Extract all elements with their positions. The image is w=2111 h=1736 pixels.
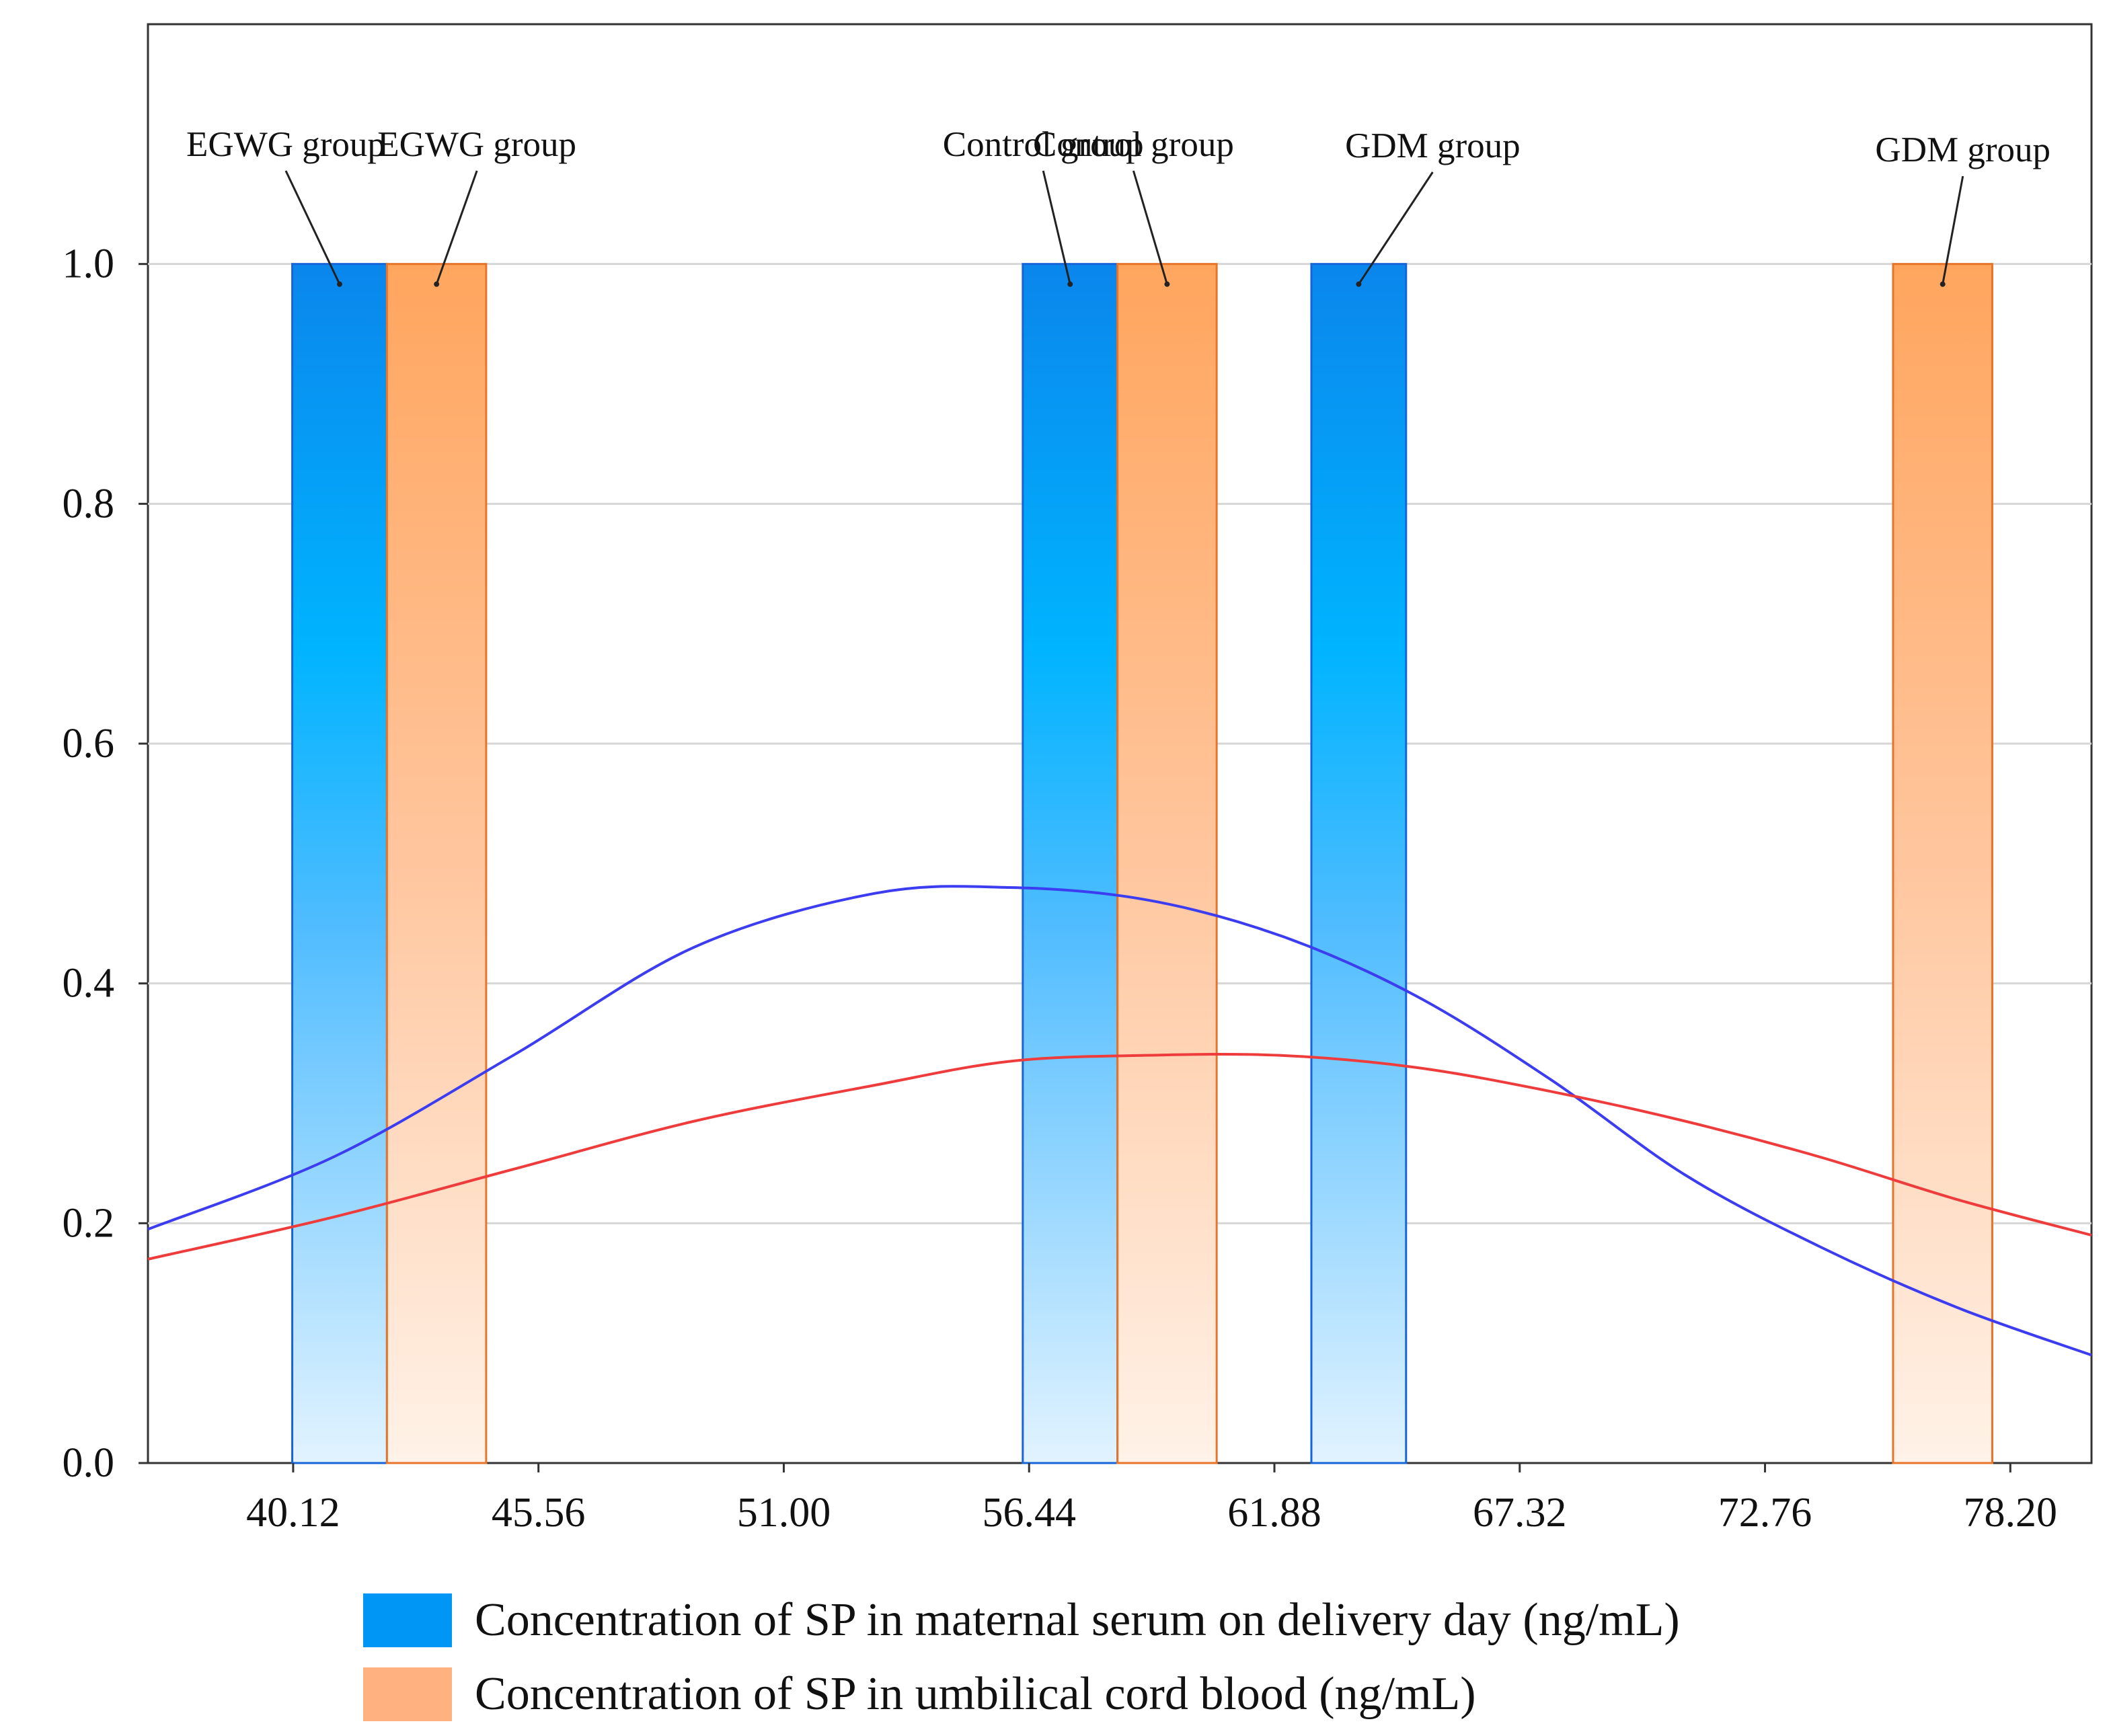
annotation-dot bbox=[336, 281, 342, 287]
annotation-label: GDM group bbox=[1345, 126, 1521, 165]
x-tick-label: 67.32 bbox=[1473, 1490, 1567, 1536]
annotation-leader bbox=[1132, 170, 1168, 285]
fit-curve-series-0 bbox=[147, 885, 2092, 1357]
fit-curves bbox=[147, 885, 2092, 1357]
x-tick-label: 78.20 bbox=[1964, 1490, 2058, 1536]
annotation-dot bbox=[434, 281, 440, 287]
legend: Concentration of SP in maternal serum on… bbox=[363, 1583, 1680, 1731]
annotation-label: Control group bbox=[943, 125, 1144, 164]
annotation-leader bbox=[435, 170, 478, 285]
x-tick-label: 40.12 bbox=[246, 1490, 340, 1536]
annotation-leader bbox=[1042, 170, 1071, 285]
x-tick-label: 61.88 bbox=[1227, 1490, 1321, 1536]
annotation-label: GDM group bbox=[1875, 130, 2050, 169]
x-tick-label: 51.00 bbox=[737, 1490, 831, 1536]
annotation-dot bbox=[1940, 281, 1946, 287]
legend-label-maternal: Concentration of SP in maternal serum on… bbox=[475, 1594, 1680, 1646]
bar-series-1-1 bbox=[1116, 263, 1218, 1464]
bar-series-1-0 bbox=[385, 263, 488, 1464]
x-tick-label: 72.76 bbox=[1718, 1490, 1812, 1536]
bar-series-0-1 bbox=[1022, 263, 1119, 1464]
bars bbox=[291, 263, 1993, 1464]
annotation-label: EGWG group bbox=[186, 125, 385, 164]
annotation-dot bbox=[1067, 281, 1073, 287]
annotation-leader bbox=[284, 170, 341, 285]
y-tick-label: 0.0 bbox=[63, 1440, 115, 1486]
x-tick-label: 56.44 bbox=[982, 1490, 1076, 1536]
legend-swatch-cord bbox=[363, 1667, 452, 1721]
annotation-label: EGWG group bbox=[377, 125, 576, 164]
y-tick-label: 0.6 bbox=[63, 721, 115, 766]
annotation-leader bbox=[1942, 175, 1964, 284]
legend-swatch-maternal bbox=[363, 1593, 452, 1647]
x-axis: 40.12 45.56 51.00 56.44 61.88 67.32 72.76 78.20 bbox=[246, 1463, 2057, 1536]
legend-item-maternal: Concentration of SP in maternal serum on… bbox=[363, 1583, 1680, 1657]
y-tick-label: 1.0 bbox=[63, 241, 115, 287]
y-tick-label: 0.4 bbox=[63, 961, 115, 1007]
annotation-dot bbox=[1164, 281, 1170, 287]
annotation-dot bbox=[1356, 281, 1362, 287]
y-axis: 0.0 0.2 0.4 0.6 0.8 1.0 bbox=[63, 241, 148, 1486]
y-tick-label: 0.2 bbox=[63, 1200, 115, 1246]
bar-series-0-2 bbox=[1310, 263, 1408, 1464]
x-tick-label: 45.56 bbox=[492, 1490, 586, 1536]
legend-label-cord: Concentration of SP in umbilical cord bl… bbox=[475, 1668, 1476, 1720]
annotation-leader bbox=[1358, 171, 1434, 285]
bar-series-0-0 bbox=[291, 263, 388, 1464]
y-tick-label: 0.8 bbox=[63, 481, 115, 526]
fit-curve-series-1 bbox=[147, 1052, 2092, 1261]
bar-series-1-2 bbox=[1892, 263, 1993, 1464]
annotation-label: Control group bbox=[1033, 125, 1234, 164]
legend-item-cord: Concentration of SP in umbilical cord bl… bbox=[363, 1657, 1680, 1731]
